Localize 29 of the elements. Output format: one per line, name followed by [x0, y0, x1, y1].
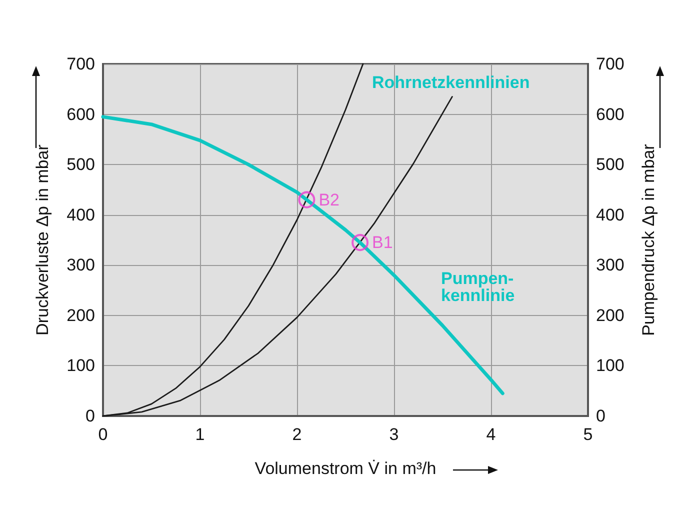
x-tick-label: 1 [195, 425, 205, 444]
y2-tick-label: 500 [596, 155, 624, 174]
y2-tick-label: 0 [596, 406, 606, 426]
x-tick-label: 3 [389, 425, 399, 444]
x-tick-label: 2 [292, 425, 302, 444]
y-tick-label: 300 [66, 256, 95, 275]
y2-tick-label: 400 [596, 205, 624, 224]
x-tick-label: 4 [486, 425, 496, 444]
annotation: B2 [318, 190, 340, 210]
y2-tick-label: 600 [596, 104, 624, 124]
y2-tick-label: 300 [596, 256, 624, 275]
y2-tick-label: 100 [596, 356, 624, 376]
y2-axis-title: Pumpendruck Δp in mbar [639, 144, 658, 336]
y-tick-label: 200 [66, 306, 95, 325]
y-tick-label: 400 [66, 205, 95, 224]
y-tick-label: 700 [66, 54, 95, 74]
y-tick-label: 500 [66, 155, 95, 174]
annotation: B1 [372, 233, 393, 252]
y-tick-label: 0 [86, 406, 95, 426]
y2-tick-label: 700 [596, 54, 624, 74]
y-tick-label: 600 [66, 104, 95, 124]
y-tick-label: 100 [66, 356, 95, 376]
annotation: Pumpen- kennlinie [441, 269, 515, 305]
x-tick-label: 0 [98, 425, 108, 444]
y-axis-title: Druckverluste Δp in mbar [33, 144, 52, 336]
x-tick-label: 5 [583, 425, 593, 444]
y2-tick-label: 200 [596, 306, 624, 325]
x-axis-title: Volumenstrom V̇ in m³/h [254, 459, 436, 478]
annotation: Rohrnetzkennlinien [372, 73, 530, 92]
